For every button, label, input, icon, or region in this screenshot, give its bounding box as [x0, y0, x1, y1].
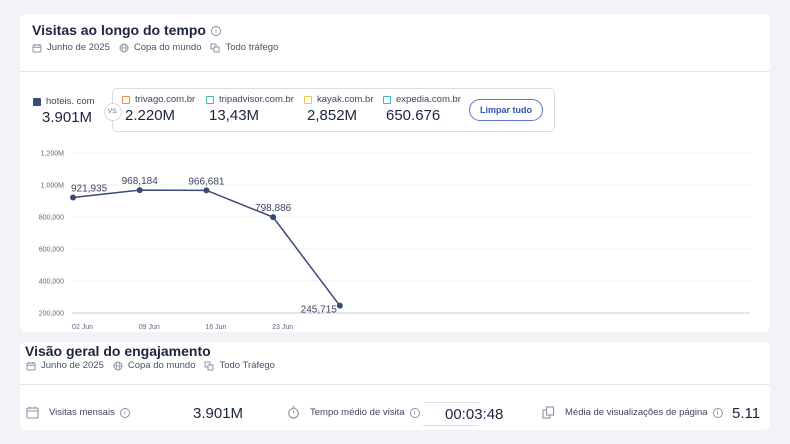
stopwatch-icon	[288, 406, 299, 419]
competitor-value: 2,852M	[307, 107, 358, 124]
y-tick-label: 400,000	[39, 279, 64, 286]
calendar-icon	[26, 406, 39, 419]
x-tick-label: 09 Jun	[139, 324, 160, 331]
y-tick-label: 800,000	[39, 215, 64, 222]
metric-value: 00:03:48	[445, 406, 504, 423]
competitor-kayak[interactable]: kayak.com.br 2,852M	[304, 94, 374, 124]
visits-filters: Junho de 2025 Copa do mundo Todo tráfego	[32, 42, 287, 53]
checkbox[interactable]	[383, 95, 391, 104]
main-site-name: hoteis. com	[46, 96, 95, 107]
traffic-filter-label: Todo tráfego	[225, 42, 279, 53]
competitor-value: 13,43M	[209, 107, 260, 124]
region-filter[interactable]: Copa do mundo	[119, 42, 202, 53]
clear-all-button[interactable]: Limpar tudo	[469, 99, 543, 121]
y-tick-label: 1.200M	[41, 151, 65, 158]
y-tick-label: 200,000	[39, 311, 64, 318]
data-point	[136, 187, 143, 194]
competitor-value: 2.220M	[125, 107, 176, 124]
checkbox[interactable]	[206, 95, 214, 104]
x-tick-label: 16 Jun	[205, 324, 226, 331]
metric-avg-pageviews: Média de visualizações de página i	[542, 406, 723, 419]
competitor-value: 650.676	[386, 107, 441, 124]
region-filter-label: Copa do mundo	[127, 360, 196, 371]
info-icon[interactable]: i	[712, 407, 723, 418]
visits-line-chart: 200,000 400,000 600,000 800,000 1.000M 1.200M…	[39, 151, 750, 331]
competitor-name: expedia.com.br	[396, 94, 461, 105]
visits-card-title: Visitas ao longo do tempo i	[32, 22, 221, 38]
x-tick-label: 02 Jun	[72, 324, 93, 331]
metric-avg-visit-time: Tempo médio de visita i	[287, 406, 420, 419]
competitor-name: kayak.com.br	[317, 94, 374, 105]
engagement-card: Visão geral do engajamento Junho de 2025…	[20, 342, 770, 430]
data-label: 968,184	[122, 176, 159, 187]
main-site[interactable]: hoteis. com 3.901M	[33, 96, 95, 126]
info-icon[interactable]: i	[119, 407, 130, 418]
data-point	[270, 214, 277, 221]
calendar-icon	[26, 361, 36, 370]
data-point	[70, 194, 76, 201]
series-line	[72, 189, 341, 307]
calendar-icon	[32, 43, 42, 52]
date-filter[interactable]: Junho de 2025	[32, 42, 110, 53]
vs-badge: VS.	[104, 103, 122, 121]
traffic-icon	[210, 43, 220, 52]
engagement-card-title: Visão geral do engajamento	[25, 343, 211, 359]
data-label: 966,681	[188, 176, 225, 187]
traffic-filter[interactable]: Todo Tráfego	[204, 360, 275, 371]
metric-monthly-visits: Visitas mensais i	[26, 406, 130, 419]
divider	[20, 71, 770, 72]
checkbox[interactable]	[122, 95, 130, 104]
checkbox-checked[interactable]	[33, 97, 41, 106]
date-filter-label: Junho de 2025	[41, 360, 104, 371]
info-icon[interactable]: i	[409, 407, 420, 418]
data-point	[336, 302, 343, 309]
data-label: 921,935	[71, 183, 108, 194]
data-label: 798,886	[255, 203, 292, 214]
traffic-icon	[204, 361, 214, 370]
pages-icon	[542, 406, 555, 419]
traffic-filter[interactable]: Todo tráfego	[210, 42, 278, 53]
competitor-trivago[interactable]: trivago.com.br 2.220M	[122, 94, 195, 124]
time-value-box	[423, 402, 479, 426]
date-filter[interactable]: Junho de 2025	[26, 360, 104, 371]
region-filter-label: Copa do mundo	[133, 42, 202, 53]
competitor-expedia[interactable]: expedia.com.br 650.676	[383, 94, 461, 124]
visits-over-time-card: Visitas ao longo do tempo i Junho de 2025…	[20, 14, 770, 332]
info-icon[interactable]: i	[210, 26, 221, 36]
divider	[20, 384, 770, 385]
x-tick-label: 23 Jun	[272, 324, 293, 331]
traffic-filter-label: Todo Tráfego	[219, 360, 275, 371]
date-filter-label: Junho de 2025	[47, 42, 110, 53]
competitor-tripadvisor[interactable]: tripadvisor.com.br 13,43M	[206, 94, 294, 124]
metric-value: 5.11	[732, 405, 761, 422]
metric-label: Visitas mensais	[49, 407, 115, 418]
region-filter[interactable]: Copa do mundo	[113, 360, 196, 371]
engagement-filters: Junho de 2025 Copa do mundo Todo Tráfego	[26, 360, 284, 371]
metric-label: Média de visualizações de página	[565, 407, 708, 418]
globe-icon	[119, 43, 129, 52]
competitor-name: tripadvisor.com.br	[219, 94, 294, 105]
globe-icon	[113, 361, 123, 370]
data-point	[203, 187, 210, 194]
metric-value: 3.901M	[193, 405, 244, 422]
y-tick-label: 600,000	[39, 247, 64, 254]
checkbox[interactable]	[304, 95, 312, 104]
metric-label: Tempo médio de visita	[310, 407, 405, 418]
main-site-value: 3.901M	[42, 109, 93, 126]
competitor-name: trivago.com.br	[135, 94, 196, 105]
data-label: 245,715	[301, 305, 338, 316]
y-tick-label: 1.000M	[41, 183, 65, 190]
